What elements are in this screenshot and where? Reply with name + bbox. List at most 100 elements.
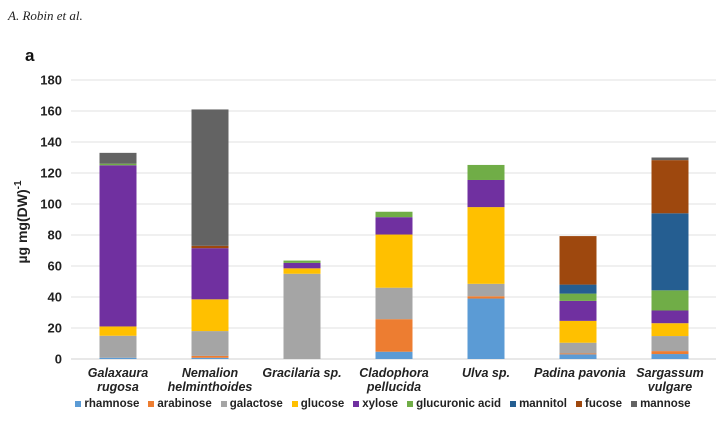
y-tick-labels: 0 20 40 60 80 100 120 140 160 180 xyxy=(40,73,62,367)
bar-segment-galactose xyxy=(191,331,229,356)
bar-segment-rhamnose xyxy=(99,357,137,359)
bar-segment-fucose xyxy=(559,236,597,285)
legend-swatch xyxy=(353,401,360,407)
bar-segment-glucuronic-acid xyxy=(559,293,597,301)
bar-segment-arabinose xyxy=(559,353,597,355)
bar-segment-glucose xyxy=(651,323,689,337)
bar-segment-rhamnose xyxy=(559,354,597,359)
bar-segment-glucose xyxy=(467,207,505,284)
legend-swatch xyxy=(291,401,298,407)
x-tick-label-line: Nemalion xyxy=(181,366,239,380)
bar-segment-arabinose xyxy=(375,319,413,352)
bar-segment-rhamnose xyxy=(651,354,689,359)
legend-label: xylose xyxy=(362,398,399,410)
y-tick-label: 60 xyxy=(48,259,62,274)
bar-segment-glucuronic-acid xyxy=(283,260,321,263)
legend-label: rhamnose xyxy=(84,398,140,410)
bars xyxy=(99,109,689,359)
legend-swatch xyxy=(75,401,82,407)
bar-segment-glucose xyxy=(191,299,229,332)
bar-segment-mannose xyxy=(99,152,137,164)
bar-segment-galactose xyxy=(559,342,597,354)
bar-segment-xylose xyxy=(99,165,137,327)
legend-swatch xyxy=(407,401,414,407)
y-tick-label: 140 xyxy=(40,135,62,150)
legend-item: galactose xyxy=(220,397,283,411)
x-tick-label-line: vulgare xyxy=(647,380,693,394)
legend-label: fucose xyxy=(584,398,623,410)
bar-segment-xylose xyxy=(559,300,597,321)
x-tick-label: Ulva sp. xyxy=(442,366,530,380)
bar-segment-fucose xyxy=(191,245,229,249)
legend-item: mannitol xyxy=(510,397,567,411)
legend-label: glucuronic acid xyxy=(416,398,502,410)
x-tick-label-line: Gracilaria sp. xyxy=(262,366,342,380)
x-tick-label-line: Ulva sp. xyxy=(462,366,510,380)
bar-segment-glucuronic-acid xyxy=(467,164,505,180)
x-tick-label: Cladophora pellucida xyxy=(350,366,438,394)
bar-segment-glucose xyxy=(375,234,413,288)
y-tick-label: 20 xyxy=(48,321,62,336)
bar-segment-rhamnose xyxy=(191,357,229,359)
legend-item: glucose xyxy=(291,397,345,411)
bar-segment-galactose xyxy=(375,287,413,320)
x-tick-label-line: Galaxaura xyxy=(87,366,149,380)
bar-segment-mannose xyxy=(191,109,229,246)
legend-swatch xyxy=(631,401,638,407)
legend-item: rhamnose xyxy=(75,397,139,411)
x-tick-label-line: helminthoides xyxy=(167,380,253,394)
bar-segment-mannose xyxy=(651,157,689,161)
legend-label: galactose xyxy=(229,398,283,410)
legend-label: glucose xyxy=(300,398,345,410)
y-tick-label: 160 xyxy=(40,104,62,119)
bar-segment-glucose xyxy=(283,268,321,274)
legend-swatch xyxy=(575,401,582,407)
stacked-bar-chart: 0 20 40 60 80 100 120 140 160 180 µg mg(DW)-1 xyxy=(13,73,716,367)
category-labels: Galaxaura rugosa Nemalion helminthoides Grac… xyxy=(0,366,727,396)
legend-item: arabinose xyxy=(148,397,212,411)
legend-swatch xyxy=(510,401,517,407)
bar-segment-glucuronic-acid xyxy=(99,163,137,166)
bar-segment-galactose xyxy=(99,335,137,358)
x-tick-label: Padina pavonia xyxy=(534,366,626,380)
author-header: A. Robin et al. xyxy=(8,8,83,23)
panel-label: a xyxy=(25,46,35,65)
bar-segment-glucuronic-acid xyxy=(375,211,413,218)
legend-item: fucose xyxy=(575,397,623,411)
legend-swatch xyxy=(220,401,227,407)
x-tick-label-line: Sargassum xyxy=(636,366,704,380)
bar-segment-xylose xyxy=(467,179,505,208)
legend: rhamnose arabinose galactose glucose xylose g… xyxy=(48,397,718,411)
x-tick-label-line: rugosa xyxy=(97,380,139,394)
x-tick-label: Galaxaura rugosa xyxy=(74,366,162,394)
x-tick-label: Sargassum vulgare xyxy=(626,366,714,394)
x-tick-label-line: Padina pavonia xyxy=(534,366,626,380)
y-tick-label: 80 xyxy=(48,228,62,243)
bar-segment-xylose xyxy=(375,217,413,235)
bar-segment-galactose xyxy=(651,336,689,352)
bar-segment-rhamnose xyxy=(467,298,505,359)
legend-item: mannose xyxy=(631,397,691,411)
legend-label: mannitol xyxy=(519,398,567,410)
bar-segment-arabinose xyxy=(467,296,505,299)
x-tick-label-line: pellucida xyxy=(366,380,422,394)
bar-segment-glucose xyxy=(99,326,137,336)
y-tick-label: 0 xyxy=(55,352,62,367)
x-tick-label: Gracilaria sp. xyxy=(258,366,346,380)
legend-label: mannose xyxy=(640,398,691,410)
x-tick-label-line: Cladophora xyxy=(359,366,429,380)
legend-label: arabinose xyxy=(157,398,212,410)
bar-segment-xylose xyxy=(651,310,689,324)
legend-swatch xyxy=(148,401,155,407)
bar-segment-glucose xyxy=(559,320,597,343)
bar-segment-fucose xyxy=(651,160,689,214)
y-tick-label: 180 xyxy=(40,73,62,88)
bar-segment-galactose xyxy=(467,283,505,297)
y-tick-label: 100 xyxy=(40,197,62,212)
bar-segment-arabinose xyxy=(651,351,689,355)
legend-item: glucuronic acid xyxy=(407,397,501,411)
y-axis-label-superscript: -1 xyxy=(13,180,24,189)
bar-segment-mannitol xyxy=(651,213,689,291)
bar-segment-glucuronic-acid xyxy=(651,290,689,311)
bar-segment-arabinose xyxy=(191,355,229,358)
